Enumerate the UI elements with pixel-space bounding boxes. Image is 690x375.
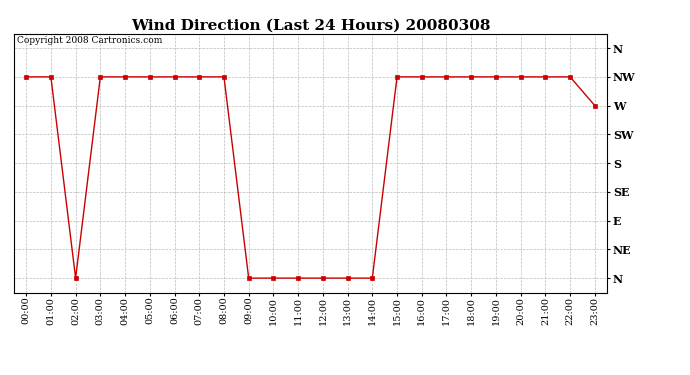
Title: Wind Direction (Last 24 Hours) 20080308: Wind Direction (Last 24 Hours) 20080308 bbox=[130, 19, 491, 33]
Text: Copyright 2008 Cartronics.com: Copyright 2008 Cartronics.com bbox=[17, 36, 162, 45]
